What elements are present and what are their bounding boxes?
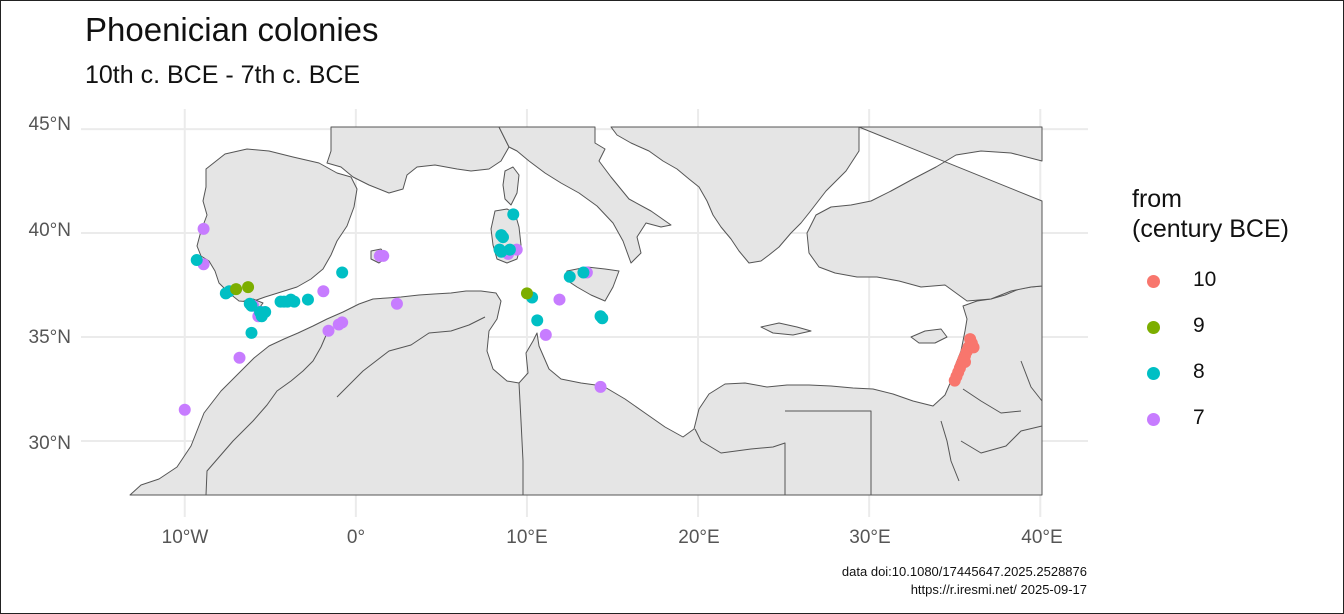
border-lines	[205, 316, 1043, 496]
land-italy	[498, 126, 672, 264]
colony-point-7	[336, 316, 349, 329]
legend-dot	[1147, 321, 1160, 334]
colony-point-7	[539, 328, 552, 341]
colony-point-8	[531, 314, 544, 327]
y-tick-label: 30°N	[28, 433, 71, 454]
y-tick-label: 45°N	[28, 114, 71, 135]
colony-point-10	[959, 355, 972, 368]
y-tick-label: 35°N	[28, 327, 71, 348]
colony-point-7	[197, 222, 210, 235]
land-cyprus	[910, 328, 948, 344]
x-tick-label: 10°E	[506, 527, 548, 548]
land-corsica	[502, 166, 520, 206]
caption-credit: https://r.iresmi.net/ 2025-09-17	[910, 582, 1087, 597]
x-tick-label: 40°E	[1021, 527, 1063, 548]
colony-point-7	[594, 380, 607, 393]
colony-point-7	[377, 249, 390, 262]
colony-point-10	[967, 341, 980, 354]
legend-dot	[1147, 275, 1160, 288]
colony-point-7	[317, 285, 330, 298]
x-tick-label: 0°	[346, 527, 366, 548]
colony-point-8	[563, 270, 576, 283]
legend-label: 9	[1193, 314, 1205, 337]
colony-points-layer	[178, 208, 980, 416]
map-subtitle: 10th c. BCE - 7th c. BCE	[85, 61, 361, 89]
colony-point-8	[497, 231, 510, 244]
land-anatolia	[806, 126, 1043, 302]
legend-title-line2: (century BCE)	[1132, 215, 1289, 243]
legend-title: from (century BCE)	[1132, 184, 1289, 244]
colony-point-7	[390, 297, 403, 310]
y-tick-label: 40°N	[28, 220, 71, 241]
colony-point-8	[245, 326, 258, 339]
colony-point-8	[190, 254, 203, 267]
colony-point-8	[503, 243, 516, 256]
colony-point-8	[301, 293, 314, 306]
x-tick-label: 30°E	[849, 527, 891, 548]
land-layer	[129, 126, 1043, 496]
colony-point-8	[336, 266, 349, 279]
legend-label: 10	[1193, 268, 1217, 291]
x-tick-label: 10°W	[161, 527, 209, 548]
colony-point-7	[553, 293, 566, 306]
colony-point-8	[577, 266, 590, 279]
colony-point-7	[322, 324, 335, 337]
land-crete	[760, 322, 812, 336]
colony-point-8	[507, 208, 520, 221]
colony-point-7	[233, 351, 246, 364]
colony-point-9	[520, 287, 533, 300]
legend-title-line1: from	[1132, 185, 1182, 213]
map-title: Phoenician colonies	[85, 11, 379, 48]
colony-point-9	[242, 281, 255, 294]
caption-source: data doi:10.1080/17445647.2025.2528876	[841, 564, 1087, 579]
colony-point-8	[288, 295, 301, 308]
legend-dot	[1147, 413, 1160, 426]
colony-point-8	[596, 312, 609, 325]
legend-label: 7	[1193, 406, 1205, 429]
legend-dot	[1147, 367, 1160, 380]
colony-point-10	[948, 374, 961, 387]
colony-point-9	[230, 283, 243, 296]
land-iberia	[196, 148, 358, 303]
colony-point-7	[178, 403, 191, 416]
x-tick-label: 20°E	[678, 527, 720, 548]
legend-label: 8	[1193, 360, 1205, 383]
land-balkans	[610, 126, 860, 264]
colony-point-8	[259, 306, 272, 319]
colony-point-8	[245, 299, 258, 312]
